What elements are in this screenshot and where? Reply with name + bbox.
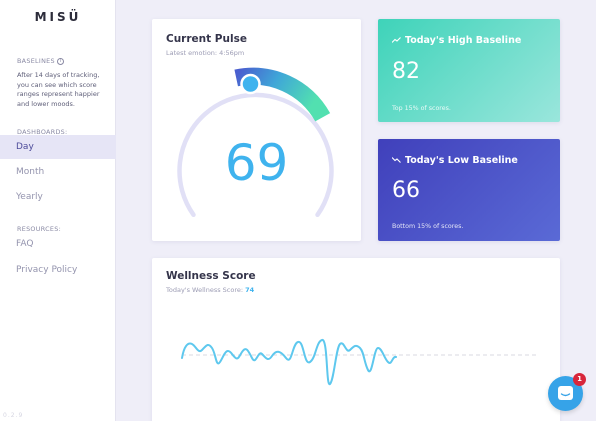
- nav-month[interactable]: Month: [16, 167, 45, 177]
- nav-privacy-policy[interactable]: Privacy Policy: [16, 265, 78, 275]
- high-baseline-title: Today's High Baseline: [391, 35, 521, 46]
- app-version: 0.2.9: [3, 412, 24, 419]
- pulse-title: Current Pulse: [166, 33, 247, 45]
- resources-heading: RESOURCES:: [17, 225, 62, 233]
- wellness-chart: [181, 338, 538, 386]
- current-pulse-card: Current Pulse Latest emotion: 4:56pm 69: [152, 19, 361, 241]
- gauge-track: [177, 92, 334, 218]
- low-baseline-card: Today's Low Baseline 66 Bottom 15% of sc…: [378, 139, 560, 241]
- dashboards-heading: DASHBOARDS:: [17, 128, 68, 136]
- gauge-handle: [240, 73, 261, 95]
- baselines-heading: BASELINES i: [17, 57, 65, 65]
- pulse-gauge: [177, 67, 334, 218]
- high-baseline-note: Top 15% of scores.: [392, 105, 451, 112]
- chat-bubble-icon: [558, 386, 573, 400]
- trending-up-icon: [391, 36, 402, 45]
- pulse-subtitle: Latest emotion: 4:56pm: [166, 49, 245, 57]
- wellness-line: [181, 338, 397, 386]
- nav-yearly[interactable]: Yearly: [16, 192, 43, 202]
- wellness-score-card: Wellness Score Today's Wellness Score: 7…: [152, 258, 560, 421]
- nav-faq[interactable]: FAQ: [16, 239, 34, 249]
- trending-down-icon: [391, 156, 402, 165]
- wellness-score-value: 74: [245, 286, 255, 294]
- low-baseline-note: Bottom 15% of scores.: [392, 223, 464, 230]
- wellness-title: Wellness Score: [166, 270, 256, 282]
- high-baseline-card: Today's High Baseline 82 Top 15% of scor…: [378, 19, 560, 122]
- low-baseline-value: 66: [392, 178, 420, 203]
- sidebar: MISÜ BASELINES i After 14 days of tracki…: [0, 0, 116, 421]
- chat-unread-badge: 1: [573, 373, 586, 386]
- app-logo[interactable]: MISÜ: [34, 10, 82, 24]
- high-baseline-value: 82: [392, 59, 420, 84]
- nav-day[interactable]: Day: [0, 135, 116, 159]
- baselines-description: After 14 days of tracking, you can see w…: [17, 71, 100, 108]
- pulse-value: 69: [224, 134, 289, 192]
- low-baseline-title: Today's Low Baseline: [391, 155, 518, 166]
- wellness-subtitle: Today's Wellness Score: 74: [166, 286, 255, 294]
- info-icon[interactable]: i: [57, 57, 65, 65]
